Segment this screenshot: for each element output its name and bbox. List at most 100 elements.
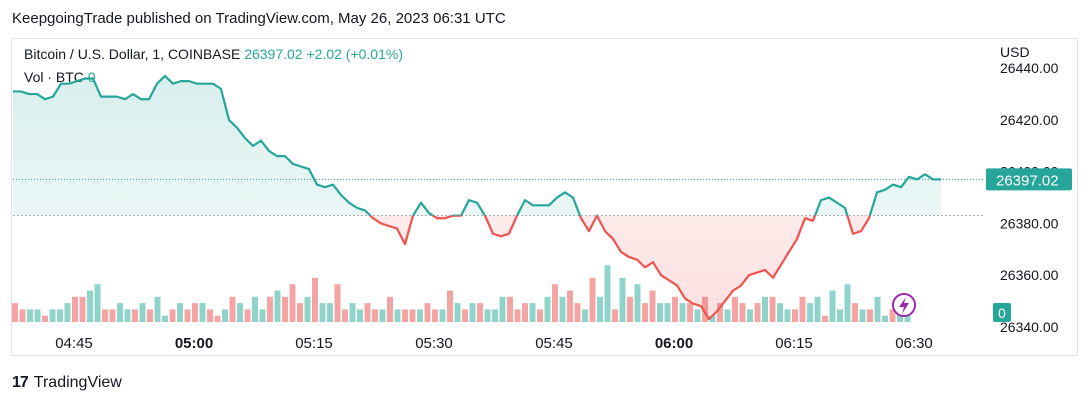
y-tick-label: 26340.00 (1000, 319, 1059, 335)
volume-bar (447, 290, 453, 322)
volume-bar (754, 303, 761, 322)
volume-bar (19, 309, 26, 322)
volume-bar (424, 303, 431, 322)
volume-bar (154, 296, 161, 322)
price-axis[interactable]: 26340.0026360.0026380.0026400.0026420.00… (986, 60, 1072, 335)
volume-bar (604, 265, 611, 322)
volume-bar (552, 284, 558, 322)
volume-bar (672, 296, 678, 322)
volume-bar (252, 296, 258, 322)
volume-bar (874, 296, 881, 322)
volume-bar (147, 309, 153, 322)
volume-bar (867, 309, 873, 322)
volume-bar (27, 309, 33, 322)
currency-label[interactable]: USD (1000, 44, 1030, 60)
volume-bar (634, 284, 641, 322)
volume-bar (822, 315, 828, 322)
tradingview-name: TradingView (33, 374, 122, 391)
tradingview-brand[interactable]: 17 TradingView (12, 374, 122, 392)
volume-bar (522, 303, 528, 322)
volume-bar (274, 290, 281, 322)
area-above-baseline (13, 75, 941, 216)
volume-bar (544, 296, 551, 322)
volume-bar (589, 277, 596, 322)
tradingview-logo: 17 (12, 374, 29, 391)
volume-bar (259, 309, 266, 322)
x-tick-label: 06:30 (895, 335, 933, 352)
volume-bar (387, 296, 393, 322)
volume-bar (72, 296, 78, 322)
volume-bar (124, 309, 131, 322)
volume-bar (334, 284, 341, 322)
price-area (13, 75, 941, 320)
volume-bar (417, 309, 423, 322)
volume-bar (409, 309, 416, 322)
volume-bar (364, 303, 371, 322)
volume-label: Vol · BTC (24, 69, 84, 85)
volume-bar (717, 303, 723, 322)
volume-bar (237, 303, 243, 322)
volume-legend: Vol · BTC 0 (24, 69, 96, 85)
volume-bar (777, 303, 783, 322)
chart-frame[interactable] (11, 38, 1078, 356)
volume-bar (57, 309, 63, 322)
volume-bar (162, 315, 168, 322)
x-tick-label: 05:00 (175, 335, 213, 352)
volume-bar (642, 303, 648, 322)
markers (892, 293, 916, 317)
volume-bar (12, 303, 18, 322)
volume-bar (432, 309, 438, 322)
volume-bar (229, 296, 236, 322)
price-change: +2.02 (+0.01%) (306, 46, 403, 62)
last-price: 26397.02 (244, 46, 303, 62)
volume-bar (199, 303, 206, 322)
volume-bar (694, 309, 701, 322)
volume-bar (139, 303, 146, 322)
volume-badge-text: 0 (998, 305, 1006, 321)
x-tick-label: 05:15 (295, 335, 333, 352)
volume-bar (724, 309, 731, 322)
volume-bar (709, 315, 716, 322)
volume-badge (993, 303, 1011, 322)
y-tick-label: 26360.00 (1000, 267, 1059, 283)
volume-bar (379, 309, 386, 322)
last-price-badge (986, 168, 1072, 191)
volume-value: 0 (87, 69, 96, 85)
volume-bar (837, 309, 843, 322)
volume-bar (882, 315, 888, 322)
volume-bar (244, 309, 251, 322)
volume-bar (807, 303, 813, 322)
volume-bar (49, 309, 56, 322)
lightning-bolt-icon (899, 297, 909, 314)
price-lines (13, 74, 985, 321)
volume-bar (597, 296, 603, 322)
volume-bar (859, 309, 866, 322)
volume-bar (732, 296, 738, 322)
volume-bar (649, 290, 656, 322)
volume-bar (664, 303, 671, 322)
volume-bar (462, 309, 468, 322)
y-tick-label: 26380.00 (1000, 215, 1059, 231)
x-tick-label: 06:00 (655, 335, 693, 352)
volume-bar (679, 303, 686, 322)
area-below-baseline (370, 215, 870, 320)
last-price-badge-text: 26397.02 (996, 172, 1059, 189)
volume-bar (574, 303, 581, 322)
volume-bar (402, 309, 408, 322)
volume-bar (687, 303, 693, 322)
volume-bar (507, 296, 513, 322)
volume-bar (297, 303, 303, 322)
volume-bar (214, 315, 221, 322)
time-axis[interactable]: 04:45 05:00 05:15 05:30 05:45 06:00 06:15 06:30 (55, 335, 933, 352)
volume-bar (42, 315, 48, 322)
volume-bar (132, 309, 138, 322)
volume-bar (282, 296, 288, 322)
volume-bar (177, 303, 183, 322)
volume-bar (304, 296, 311, 322)
published-caption: KeepgoingTrade published on TradingView.… (12, 10, 506, 27)
volume-bar (454, 303, 461, 322)
volume-bar (814, 296, 821, 322)
volume-bar (319, 303, 326, 322)
volume-bar (94, 284, 101, 322)
